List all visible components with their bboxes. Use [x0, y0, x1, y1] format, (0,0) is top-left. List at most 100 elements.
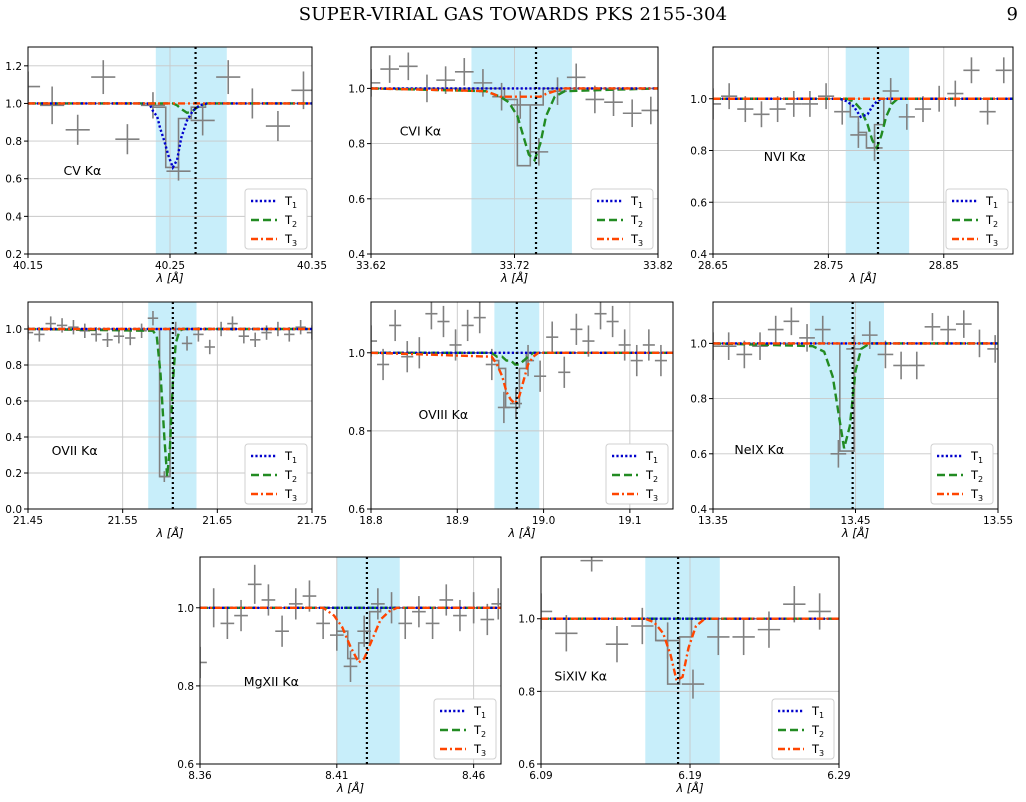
- axes-frame: [370, 301, 674, 510]
- legend-label-T2: T2: [970, 468, 983, 484]
- y-tick-label: 1.0: [348, 83, 365, 95]
- data-point: [102, 332, 113, 347]
- data-point: [622, 99, 642, 128]
- y-tick-label: 0.4: [690, 504, 707, 516]
- y-tick-label: 0.6: [5, 396, 22, 408]
- data-point: [753, 101, 770, 128]
- y-tick-label: 1.0: [348, 348, 365, 360]
- data-point: [908, 351, 925, 380]
- y-tick-label: 0.6: [5, 174, 22, 186]
- data-point: [555, 615, 578, 652]
- legend-label-T1: T1: [985, 194, 998, 210]
- legend-label-subscript: 3: [638, 239, 643, 248]
- model-step: [371, 87, 658, 167]
- data-point: [295, 320, 306, 335]
- legend-label-subscript: 2: [638, 220, 643, 229]
- legend-label-text: T: [284, 213, 293, 227]
- legend-label-subscript: 3: [292, 239, 297, 248]
- data-point: [580, 557, 603, 572]
- data-point: [582, 325, 595, 357]
- data-point: [594, 302, 607, 330]
- legend-label-subscript: 1: [653, 456, 658, 465]
- legend-label-text: T: [985, 194, 994, 208]
- x-tick-label: 19.0: [532, 515, 555, 527]
- series-T2: [713, 97, 1013, 151]
- data-point: [91, 60, 116, 95]
- data-point: [439, 584, 454, 616]
- model-step: [713, 97, 1013, 149]
- data-point: [234, 599, 248, 632]
- data-point: [65, 114, 90, 145]
- series-T3: [200, 606, 501, 665]
- series-T2: [713, 342, 998, 449]
- legend-label-T2: T2: [985, 213, 998, 229]
- y-tick-label: 1.0: [5, 324, 22, 336]
- data-point: [995, 57, 1012, 84]
- y-tick-label: 0.8: [348, 139, 365, 151]
- panel-6: 13.35 13.45 13.55 0.4 0.6 0.8 1.0 λ [Å] NeIX Kα T…: [690, 301, 1013, 540]
- y-tick-label: 0.6: [348, 504, 365, 516]
- data-point: [546, 321, 559, 353]
- line-window-band: [494, 302, 540, 509]
- data-point: [818, 83, 835, 110]
- data-point: [605, 626, 629, 663]
- data-point: [534, 360, 547, 392]
- legend-label-subscript: 1: [292, 201, 297, 210]
- line-label: SiXIV Kα: [554, 668, 607, 683]
- legend-label-text: T: [985, 232, 994, 246]
- legend-label-subscript: 2: [993, 220, 998, 229]
- data-point: [877, 340, 894, 369]
- plot-area: [28, 47, 312, 254]
- axes-frame: [27, 301, 313, 510]
- data-point: [371, 588, 385, 620]
- data-point: [68, 320, 79, 335]
- legend-label-T1: T1: [284, 194, 297, 210]
- legend-label-T3: T3: [985, 232, 998, 248]
- x-axis-label: λ [Å]: [155, 270, 183, 285]
- legend-label-subscript: 1: [638, 201, 643, 210]
- legend-label-text: T: [645, 468, 654, 482]
- series-T3: [541, 617, 839, 683]
- y-tick-label: 0.2: [5, 468, 22, 480]
- data-point: [316, 607, 330, 640]
- plot-area: [713, 47, 1013, 254]
- line-label: NVI Kα: [764, 149, 806, 164]
- data-point: [654, 344, 667, 377]
- legend-label-T3: T3: [473, 742, 486, 758]
- y-tick-label: 0.4: [5, 211, 22, 223]
- legend-label-text: T: [630, 232, 639, 246]
- legend-label-text: T: [985, 213, 994, 227]
- legend-label-text: T: [811, 723, 820, 737]
- y-tick-label: 0.8: [348, 426, 365, 438]
- legend-label-T3: T3: [970, 487, 983, 503]
- data-point: [631, 607, 654, 645]
- series-T2: [371, 351, 673, 366]
- data-point: [389, 309, 402, 342]
- legend-label-T2: T2: [630, 213, 643, 229]
- data-point: [40, 86, 65, 125]
- legend-label-T3: T3: [284, 487, 297, 503]
- data-point: [713, 332, 721, 360]
- y-tick-label: 0.4: [5, 432, 22, 444]
- data-point: [924, 313, 941, 341]
- legend-label-T1: T1: [645, 449, 658, 465]
- data-point: [473, 302, 486, 334]
- legend-label-subscript: 2: [481, 730, 486, 739]
- y-tick-label: 0.2: [5, 249, 22, 261]
- x-axis-label: λ [Å]: [336, 780, 364, 795]
- x-axis-label: λ [Å]: [500, 270, 528, 285]
- y-tick-label: 0.4: [690, 249, 707, 261]
- data-point: [767, 315, 784, 344]
- data-point: [570, 313, 583, 345]
- x-axis-label: λ [Å]: [155, 525, 183, 540]
- data-point: [380, 55, 399, 83]
- y-tick-label: 0.8: [5, 136, 22, 148]
- line-label: NeIX Kα: [734, 442, 784, 457]
- data-point: [752, 332, 768, 360]
- legend-label-T1: T1: [811, 704, 824, 720]
- data-point: [681, 669, 705, 699]
- data-point: [371, 69, 381, 97]
